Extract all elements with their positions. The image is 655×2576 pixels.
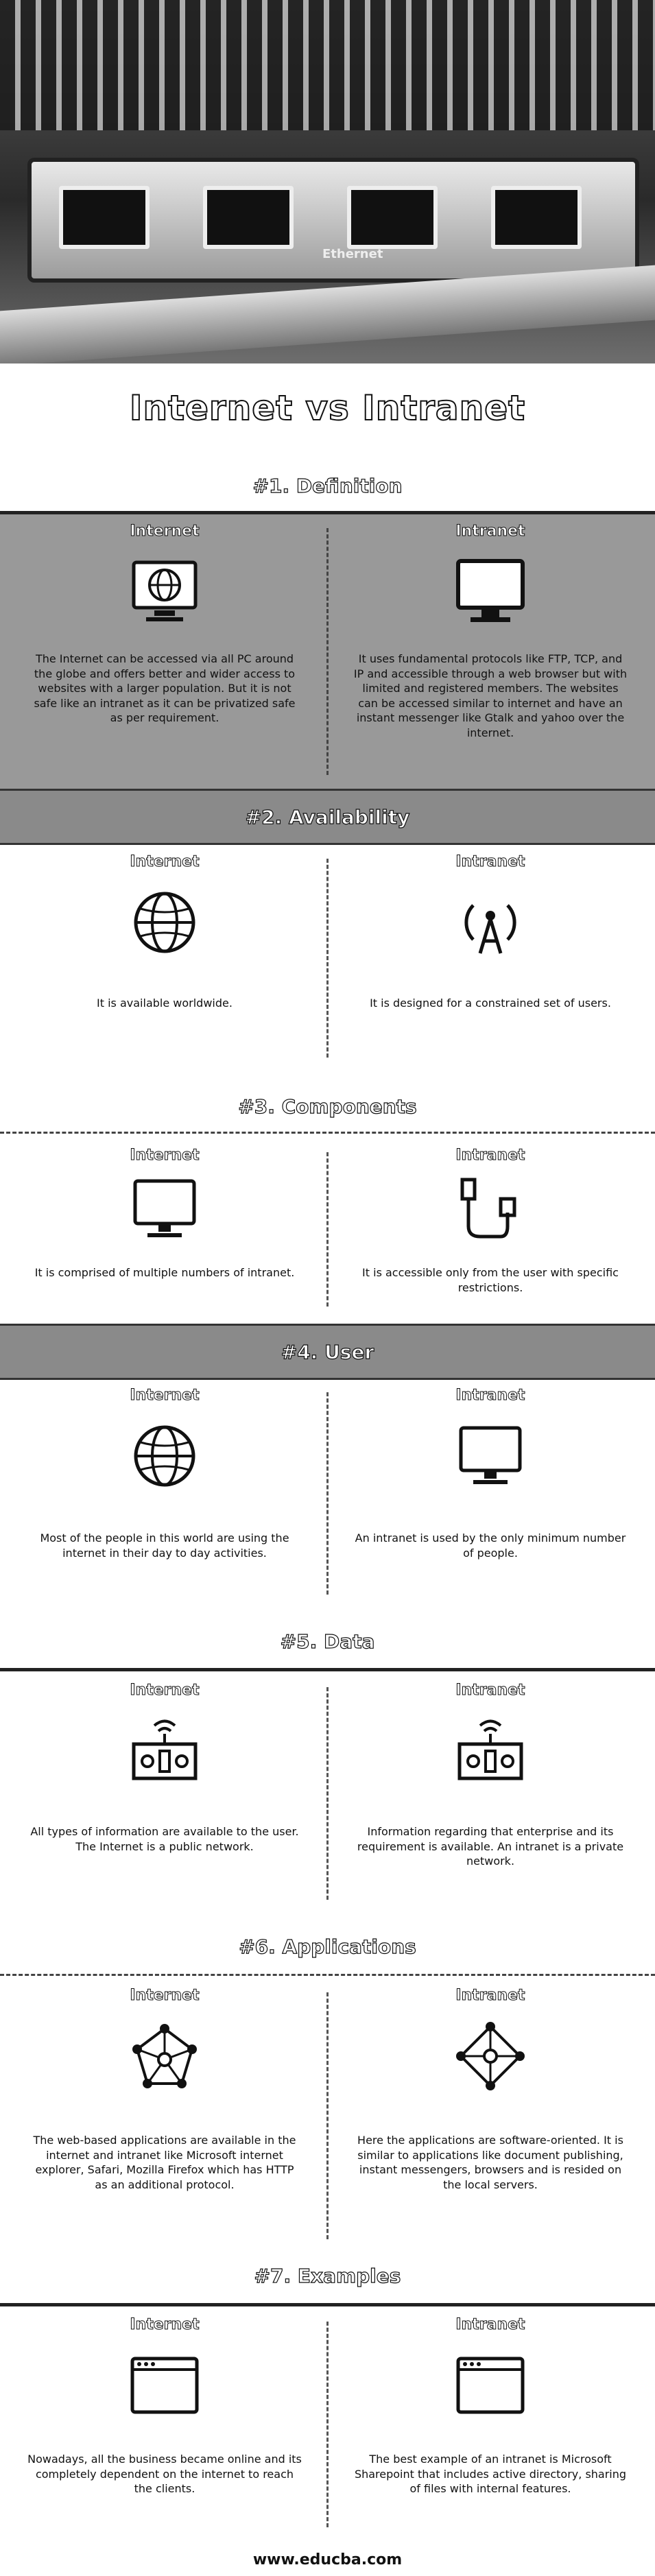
column-text: It is available worldwide. [97,997,233,1010]
network-nodes-icon [456,2022,525,2090]
column-label: Internet [130,2316,200,2334]
column-text: Here the applications are software-orien… [357,2134,623,2191]
usb-cable-icon [460,1178,516,1239]
data-internet-column: Internet All types of information are av… [7,1673,322,1913]
column-text: Most of the people in this world are usi… [40,1531,289,1560]
section-heading-examples: #7. Examples [0,2250,655,2302]
column-label: Internet [130,1147,200,1165]
applications-internet-column: Internet The web-based applications are … [7,1979,322,2253]
column-text: Nowadays, all the business became online… [27,2453,302,2496]
column-text: It is designed for a constrained set of … [370,997,611,1010]
browser-window-icon [130,2357,199,2414]
section-components: Internet It is comprised of multiple num… [0,1138,655,1320]
column-label: Intranet [455,853,525,871]
monitor-icon [133,1179,196,1237]
globe-icon [134,1425,195,1487]
hero-image: Ethernet [0,0,655,363]
section-heading-user: #4. User [0,1324,655,1380]
ethernet-label: Ethernet [322,247,383,261]
monitor-globe-icon [132,560,198,621]
column-label: Internet [130,1387,200,1405]
ethernet-port [347,186,438,249]
section-applications: Internet The web-based applications are … [0,1979,655,2253]
column-label: Internet [130,1987,200,2005]
availability-intranet-column: Intranet It is designed for a constraine… [333,845,648,1071]
column-text: An intranet is used by the only minimum … [355,1531,626,1560]
column-label: Internet [130,853,200,871]
components-internet-column: Internet It is comprised of multiple num… [7,1138,322,1320]
column-text: It is comprised of multiple numbers of i… [34,1266,295,1279]
column-label: Internet [130,523,200,540]
column-text: The web-based applications are available… [33,2134,296,2191]
user-internet-column: Internet Most of the people in this worl… [7,1379,322,1608]
section-user: Internet Most of the people in this worl… [0,1379,655,1608]
user-intranet-column: Intranet An intranet is used by the only… [333,1379,648,1608]
ethernet-port [59,186,150,249]
section-data: Internet All types of information are av… [0,1673,655,1913]
section-availability: Internet It is available worldwide. Intr… [0,845,655,1071]
page-title: Internet vs Intranet [0,370,655,446]
examples-intranet-column: Intranet The best example of an intranet… [333,2308,648,2541]
column-label: Intranet [455,1147,525,1165]
footer-url: www.educba.com [252,2551,403,2568]
browser-window-icon [456,2357,525,2414]
network-device-icon [457,1719,523,1780]
globe-icon [134,892,195,953]
network-nodes-icon [132,2024,197,2088]
router-device [27,158,639,283]
section-heading-availability: #2. Availability [0,789,655,845]
section-examples: Internet Nowadays, all the business beca… [0,2308,655,2541]
column-text: It uses fundamental protocols like FTP, … [353,652,628,739]
section-definition: Internet The Internet can be accessed vi… [0,514,655,789]
data-intranet-column: Intranet Information regarding that ente… [333,1673,648,1913]
column-text: Information regarding that enterprise an… [357,1825,624,1868]
column-label: Intranet [455,523,525,540]
definition-intranet-column: Intranet It uses fundamental protocols l… [333,514,648,789]
section-heading-definition: #1. Definition [0,460,655,512]
server-grate [0,0,655,130]
column-label: Intranet [455,1387,525,1405]
ethernet-port [491,186,582,249]
ethernet-port [203,186,294,249]
examples-internet-column: Internet Nowadays, all the business beca… [7,2308,322,2541]
applications-intranet-column: Intranet Here the applications are softw… [333,1979,648,2253]
section-heading-applications: #6. Applications [0,1920,655,1972]
column-text: All types of information are available t… [30,1825,299,1853]
availability-internet-column: Internet It is available worldwide. [7,845,322,1071]
antenna-tower-icon [464,904,516,954]
components-intranet-column: Intranet It is accessible only from the … [333,1138,648,1320]
network-device-icon [132,1719,198,1780]
column-label: Intranet [455,2316,525,2334]
monitor-icon [459,1426,522,1484]
column-label: Intranet [455,1682,525,1700]
column-text: The best example of an intranet is Micro… [354,2453,627,2496]
definition-internet-column: Internet The Internet can be accessed vi… [7,514,322,789]
monitor-icon [456,559,525,622]
section-heading-data: #5. Data [0,1615,655,1667]
column-label: Intranet [455,1987,525,2005]
column-text: The Internet can be accessed via all PC … [34,652,296,725]
section-heading-components: #3. Components [0,1080,655,1132]
column-text: It is accessible only from the user with… [362,1266,619,1294]
column-label: Internet [130,1682,200,1700]
